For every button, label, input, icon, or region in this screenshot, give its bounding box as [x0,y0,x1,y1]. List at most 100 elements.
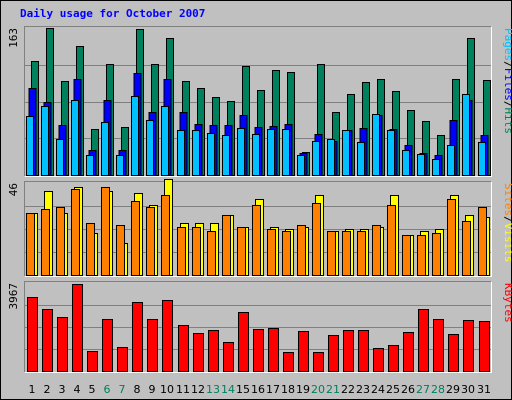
kbytes-bar [373,348,384,372]
kbytes-bar [132,302,143,372]
sites-bar [372,225,381,276]
pages-bar [267,129,275,176]
pages-bar [282,129,290,176]
pages-bar [297,155,305,176]
kbytes-bar [147,319,158,372]
kbytes-bar [193,333,204,372]
y-max-label: 163 [7,28,20,48]
sites-bar [116,225,125,276]
kbytes-bar [162,300,173,372]
sites-bar [252,205,261,276]
day-label: 1 [29,383,36,396]
day-label: 11 [176,383,190,396]
pages-bar [387,130,395,176]
sites-bar [282,231,291,276]
pages-bar [357,142,365,176]
day-label: 13 [206,383,220,396]
sites-bar [146,207,155,276]
pages-bar [101,122,109,176]
day-label: 30 [461,383,475,396]
day-label: 18 [281,383,295,396]
sites-bar [86,223,95,276]
sites-bar [177,227,186,276]
day-label: 9 [149,383,156,396]
kbytes-bar [463,320,474,372]
kbytes-bar [298,331,309,372]
day-label: 22 [341,383,355,396]
sites-bar [131,201,140,276]
pages-bar [192,130,200,176]
y-max-label: 3967 [7,283,20,310]
kbytes-bar [388,345,399,372]
day-label: 8 [134,383,141,396]
pages-bar [327,139,335,176]
sites-bar [297,225,306,276]
day-label: 23 [356,383,370,396]
pages-bar [372,114,380,176]
day-label: 14 [221,383,235,396]
pages-bar [462,94,470,176]
sites-bar [41,209,50,276]
legend-entry: Sites [502,183,512,216]
day-label: 21 [326,383,340,396]
chart-title: Daily usage for October 2007 [20,7,206,20]
legend: KBytes [502,283,512,323]
sites-bar [161,195,170,276]
pages-bar [447,145,455,176]
kbytes-bar [27,297,38,372]
pages-bar [116,155,124,176]
sites-bar [312,203,321,276]
sites-bar [447,199,456,276]
sites-bar [342,231,351,276]
pages-bar [402,150,410,176]
kbytes-bar [178,325,189,372]
sites-bar [192,227,201,276]
pages-bar [56,139,64,176]
kbytes-bar [358,330,369,372]
pages-bar [146,120,154,176]
pages-bar [432,159,440,176]
day-label: 16 [251,383,265,396]
legend-entry: / [502,101,512,108]
day-label: 27 [416,383,430,396]
sites-bar [222,215,231,276]
pages-bar [342,130,350,176]
legend-entry: Hits [502,108,512,135]
day-label: 2 [44,383,51,396]
legend-entry: KBytes [502,283,512,323]
kbytes-bar [42,309,53,372]
kbytes-bar [403,332,414,372]
legend-entry: Files [502,68,512,101]
pages-bar [312,141,320,176]
sites-bar [327,231,336,276]
pages-bar [207,133,215,176]
legend: Sites/Visits [502,183,512,263]
pages-bar [41,106,49,176]
kbytes-bar [72,284,83,372]
pages-bar [478,142,486,176]
pages-bar [177,130,185,176]
day-label: 6 [104,383,111,396]
kbytes-bar [479,321,490,372]
pages-bar [131,96,139,176]
kbytes-bar [328,335,339,372]
day-label: 15 [236,383,250,396]
pages-bar [417,154,425,176]
pages-bar [252,134,260,176]
sites-bar [26,213,35,276]
pages-bar [86,155,94,176]
sites-bar [71,189,80,276]
kbytes-bar [87,351,98,372]
day-label: 24 [371,383,385,396]
pages-bar [71,100,79,176]
kbytes-bar [448,334,459,372]
kbytes-bar [208,330,219,372]
day-label: 5 [89,383,96,396]
pages-bar [26,116,34,176]
sites-bar [478,207,487,276]
y-max-label: 46 [7,183,20,196]
day-label: 26 [401,383,415,396]
pages-bar [161,106,169,176]
pages-bar [222,135,230,176]
